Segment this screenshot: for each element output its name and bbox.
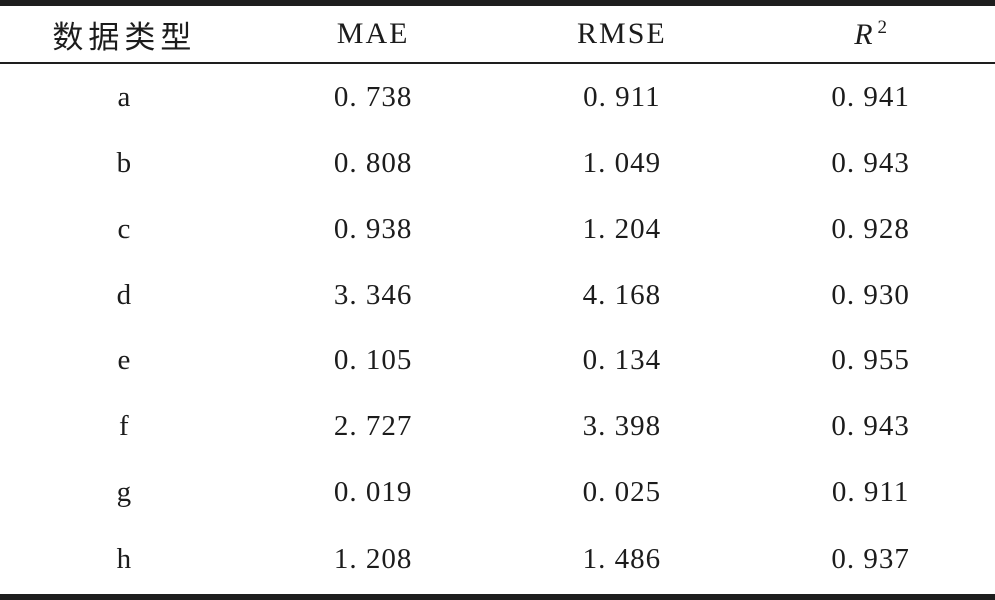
table-row: f 2. 727 3. 398 0. 943 [0, 394, 995, 460]
mae-cell: 0. 738 [333, 80, 413, 113]
table-body: a 0. 738 0. 911 0. 941 b 0. 808 1. 049 0. 943 c 0… [0, 63, 995, 597]
col-header-rmse: RMSE [577, 17, 667, 50]
type-cell: h [116, 543, 133, 576]
r2-cell: 0. 943 [831, 147, 910, 180]
table-row: b 0. 808 1. 049 0. 943 [0, 131, 995, 197]
rmse-cell: 1. 204 [582, 212, 662, 245]
type-cell: e [117, 344, 132, 377]
r2-cell: 0. 930 [831, 278, 910, 311]
mae-cell: 0. 938 [333, 212, 413, 245]
mae-cell: 1. 208 [333, 543, 413, 576]
type-cell: b [116, 147, 133, 180]
type-cell: f [119, 410, 130, 443]
r2-cell: 0. 911 [831, 475, 910, 508]
type-cell: d [116, 278, 133, 311]
type-cell: c [117, 212, 132, 245]
r2-superscript: 2 [877, 16, 888, 38]
r2-symbol: R [854, 17, 875, 51]
type-cell: a [117, 80, 132, 113]
r2-cell: 0. 943 [831, 410, 910, 443]
table-row: h 1. 208 1. 486 0. 937 [0, 525, 995, 597]
r2-cell: 0. 928 [831, 212, 910, 245]
r2-cell: 0. 955 [831, 344, 910, 377]
table-row: c 0. 938 1. 204 0. 928 [0, 196, 995, 262]
rmse-cell: 0. 911 [583, 80, 661, 113]
table-row: a 0. 738 0. 911 0. 941 [0, 63, 995, 131]
mae-cell: 3. 346 [333, 278, 413, 311]
rmse-cell: 0. 134 [582, 344, 662, 377]
mae-cell: 0. 019 [333, 475, 413, 508]
table-row: e 0. 105 0. 134 0. 955 [0, 328, 995, 394]
r2-cell: 0. 937 [831, 543, 910, 576]
rmse-cell: 1. 486 [582, 543, 662, 576]
col-header-data-type: 数据类型 [52, 19, 197, 55]
mae-cell: 0. 105 [333, 344, 413, 377]
rmse-cell: 1. 049 [582, 147, 662, 180]
rmse-cell: 4. 168 [582, 278, 662, 311]
table-row: g 0. 019 0. 025 0. 911 [0, 459, 995, 525]
type-cell: g [116, 475, 133, 508]
mae-cell: 0. 808 [333, 147, 413, 180]
col-header-mae: MAE [336, 17, 410, 50]
r2-cell: 0. 941 [831, 80, 910, 113]
mae-cell: 2. 727 [333, 410, 413, 443]
table-row: d 3. 346 4. 168 0. 930 [0, 262, 995, 328]
rmse-cell: 0. 025 [582, 475, 662, 508]
rmse-cell: 3. 398 [582, 410, 662, 443]
